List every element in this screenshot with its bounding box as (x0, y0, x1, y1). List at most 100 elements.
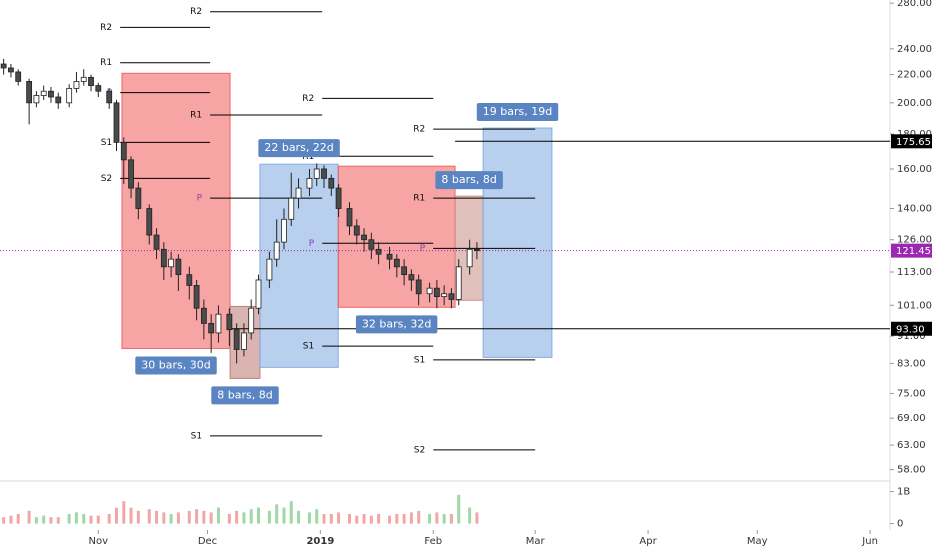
candle-body (361, 234, 367, 241)
pivot-label: S1 (191, 431, 202, 441)
candle-body (208, 323, 215, 334)
x-tick-label: 2019 (306, 536, 334, 547)
candle-body (313, 168, 320, 179)
candle-body (80, 76, 87, 82)
range-label-text: 8 bars, 8d (217, 388, 272, 401)
range-box (482, 127, 553, 358)
volume-bar (147, 509, 151, 524)
volume-bar (468, 507, 472, 524)
candle-body (128, 159, 134, 189)
volume-bar (27, 510, 31, 524)
x-tick-label: Dec (198, 536, 217, 547)
range-box (337, 165, 456, 308)
volume-bar (49, 517, 53, 524)
volume-tick-label: 0 (897, 519, 903, 530)
candle-body (335, 187, 342, 209)
candle-body (40, 90, 47, 96)
range-label-text: 8 bars, 8d (441, 173, 496, 186)
volume-bar (417, 510, 421, 524)
range-label-text: 30 bars, 30d (141, 358, 210, 371)
price-label: 175.65 (891, 134, 932, 149)
volume-bar (216, 507, 220, 524)
candle-body (426, 287, 433, 295)
candle-body (48, 90, 54, 98)
candle-body (241, 332, 247, 350)
range-label-bg (435, 171, 503, 190)
candle-body (73, 81, 80, 89)
x-tick-label: Jun (861, 536, 878, 547)
volume-bar (115, 507, 118, 524)
candle-body (408, 274, 415, 281)
volume-bar (435, 512, 439, 524)
pivot-label: S2 (101, 174, 112, 184)
volume-bar (162, 512, 166, 524)
candle-body (266, 258, 273, 281)
candle-body (415, 279, 422, 295)
volume-bar (122, 501, 126, 524)
volume-bar (56, 517, 60, 524)
y-tick-label: 160.00 (897, 164, 932, 175)
volume-bar (449, 514, 453, 524)
candle-body (186, 274, 193, 286)
volume-bar (267, 510, 271, 524)
volume-bar (176, 512, 180, 524)
candle-body (386, 253, 393, 260)
volume-bar (307, 512, 311, 524)
price-label-text: 93.30 (896, 324, 925, 335)
candle-body (26, 81, 33, 104)
candle-body (226, 313, 233, 331)
candle-body (295, 187, 302, 199)
y-tick-label: 101.00 (897, 300, 932, 311)
y-tick-label: 200.00 (897, 98, 932, 109)
volume-bar (289, 501, 293, 524)
y-tick-label: 75.00 (897, 388, 926, 399)
volume-bar (315, 509, 319, 524)
range-label-text: 19 bars, 19d (483, 105, 552, 118)
pivot-label: R2 (100, 23, 112, 33)
volume-bar (34, 517, 38, 524)
candle-body (288, 197, 295, 220)
volume-bar (195, 509, 199, 524)
y-tick-label: 220.00 (897, 70, 932, 81)
price-label-text: 175.65 (896, 137, 931, 148)
volume-bar (136, 510, 140, 524)
candle-body (273, 241, 280, 260)
candle-body (368, 239, 375, 250)
y-tick-label: 63.00 (897, 440, 926, 451)
candle-body (88, 76, 94, 86)
price-label-bg (891, 134, 932, 149)
volume-bar (322, 514, 326, 524)
x-tick-label: Apr (639, 536, 657, 547)
volume-bar (428, 514, 432, 524)
candle-body (306, 177, 313, 189)
candle-body (248, 307, 255, 334)
candle-body (474, 248, 480, 252)
volume-bar (235, 510, 239, 524)
volume-bar (297, 510, 301, 524)
pivot-label: S1 (303, 342, 314, 352)
range-label-bg (355, 315, 438, 334)
range-label-bg (211, 386, 279, 405)
range-label: 22 bars, 22d (258, 139, 340, 158)
volume-bar (187, 510, 191, 524)
x-tick-label: May (747, 536, 768, 547)
range-label-bg (258, 139, 340, 158)
volume-bar (129, 507, 133, 524)
y-tick-label: 83.00 (897, 358, 926, 369)
volume-bar (74, 512, 78, 524)
volume-bar (395, 514, 399, 524)
volume-bar (2, 517, 6, 524)
volume-bar (402, 514, 406, 524)
volume-bar (209, 512, 213, 524)
volume-bar (227, 514, 231, 524)
pivot-label: S1 (414, 355, 425, 365)
candle-body (146, 208, 153, 236)
range-label: 30 bars, 30d (135, 356, 217, 375)
candle-body (255, 279, 262, 309)
candle-body (168, 258, 175, 268)
x-tick-label: Nov (89, 536, 109, 547)
y-tick-label: 280.00 (897, 0, 932, 9)
volume-tick-label: 1B (897, 487, 910, 498)
pivot-label: P (197, 194, 203, 204)
range-label-text: 32 bars, 32d (362, 317, 431, 330)
